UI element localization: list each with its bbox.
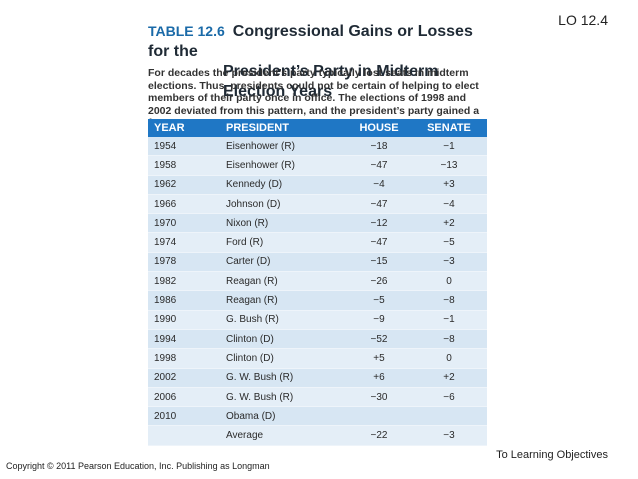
table-header: YEAR PRESIDENT HOUSE SENATE: [148, 119, 487, 137]
cell-house: −52: [370, 333, 388, 345]
cell-year: 1986: [154, 295, 177, 307]
cell-house: −12: [370, 217, 388, 229]
table-body: 1954 Eisenhower (R) −18 −1 1958 Eisenhower (R…: [148, 137, 487, 446]
header-senate: SENATE: [427, 122, 471, 134]
cell-senate: −8: [443, 333, 455, 345]
table-row: 1978 Carter (D) −15 −3: [148, 252, 487, 273]
cell-house: −26: [370, 275, 388, 287]
cell-year: 2002: [154, 372, 177, 384]
cell-president: Reagan (R): [226, 295, 278, 307]
table-row: 1982 Reagan (R) −26 0: [148, 272, 487, 292]
cell-year: 1958: [154, 159, 177, 171]
cell-senate: +3: [443, 179, 455, 191]
cell-house: −9: [373, 314, 385, 326]
cell-senate: −1: [443, 314, 455, 326]
table-row: 2010 Obama (D): [148, 407, 487, 427]
header-house: HOUSE: [359, 122, 399, 134]
table-row: 1970 Nixon (R) −12 +2: [148, 214, 487, 234]
cell-house: −47: [370, 159, 388, 171]
table-row: 2002 G. W. Bush (R) +6 +2: [148, 368, 487, 388]
cell-president: Clinton (D): [226, 352, 274, 364]
cell-president: Nixon (R): [226, 217, 269, 229]
cell-senate: −1: [443, 140, 455, 152]
cell-senate: −3: [443, 256, 455, 268]
cell-senate: −6: [443, 391, 455, 403]
cell-president: Kennedy (D): [226, 179, 283, 191]
title-line-1: Congressional Gains or Losses for the: [148, 23, 473, 60]
cell-year: 1978: [154, 256, 177, 268]
cell-house: −22: [370, 430, 388, 442]
cell-president: Carter (D): [226, 256, 271, 268]
cell-year: 1970: [154, 217, 177, 229]
cell-year: 1966: [154, 198, 177, 210]
cell-house: −30: [370, 391, 388, 403]
cell-house: −47: [370, 198, 388, 210]
cell-president: G. W. Bush (R): [226, 391, 294, 403]
cell-senate: −13: [440, 159, 458, 171]
cell-year: 2010: [154, 410, 177, 422]
lo-label: LO 12.4: [558, 12, 608, 28]
data-table: YEAR PRESIDENT HOUSE SENATE 1954 Eisenhow…: [148, 119, 487, 446]
cell-year: 1994: [154, 333, 177, 345]
table-number: TABLE 12.6: [148, 23, 225, 39]
cell-house: −5: [373, 295, 385, 307]
cell-president: Ford (R): [226, 237, 264, 249]
cell-year: 2006: [154, 391, 177, 403]
cell-year: 1962: [154, 179, 177, 191]
table-row: 1990 G. Bush (R) −9 −1: [148, 310, 487, 330]
cell-president: G. Bush (R): [226, 314, 279, 326]
table-title: TABLE 12.6 Congressional Gains or Losses …: [148, 22, 498, 102]
copyright-text: Copyright © 2011 Pearson Education, Inc.…: [6, 461, 270, 471]
cell-year: 1974: [154, 237, 177, 249]
table-description: For decades the president’s party typica…: [148, 67, 480, 129]
cell-senate: −8: [443, 295, 455, 307]
header-year: YEAR: [154, 122, 185, 134]
cell-senate: −3: [443, 430, 455, 442]
table-row: 1954 Eisenhower (R) −18 −1: [148, 137, 487, 157]
cell-president: Clinton (D): [226, 333, 274, 345]
learning-objectives-link[interactable]: To Learning Objectives: [496, 449, 608, 461]
table-row: 1966 Johnson (D) −47 −4: [148, 194, 487, 215]
table-row: 2006 G. W. Bush (R) −30 −6: [148, 387, 487, 408]
table-row: 1958 Eisenhower (R) −47 −13: [148, 156, 487, 176]
cell-senate: −4: [443, 198, 455, 210]
cell-president: Obama (D): [226, 410, 276, 422]
cell-year: 1982: [154, 275, 177, 287]
cell-house: −4: [373, 179, 385, 191]
cell-senate: +2: [443, 372, 455, 384]
cell-house: −15: [370, 256, 388, 268]
title-line-2: President’s Party in Midterm Election Ye…: [223, 63, 439, 100]
cell-house: −18: [370, 140, 388, 152]
cell-senate: 0: [446, 352, 452, 364]
cell-house: −47: [370, 237, 388, 249]
cell-year: 1998: [154, 352, 177, 364]
cell-senate: −5: [443, 237, 455, 249]
table-row: 1986 Reagan (R) −5 −8: [148, 291, 487, 311]
cell-president: Eisenhower (R): [226, 159, 295, 171]
cell-house: +6: [373, 372, 385, 384]
cell-president: Eisenhower (R): [226, 140, 295, 152]
cell-senate: 0: [446, 275, 452, 287]
cell-year: 1954: [154, 140, 177, 152]
header-president: PRESIDENT: [226, 122, 289, 134]
table-row: Average −22 −3: [148, 426, 487, 446]
cell-house: +5: [373, 352, 385, 364]
cell-president: G. W. Bush (R): [226, 372, 294, 384]
cell-president: Reagan (R): [226, 275, 278, 287]
cell-year: 1990: [154, 314, 177, 326]
table-row: 1994 Clinton (D) −52 −8: [148, 329, 487, 350]
table-row: 1974 Ford (R) −47 −5: [148, 233, 487, 253]
cell-president: Average: [226, 430, 264, 442]
table-row: 1998 Clinton (D) +5 0: [148, 349, 487, 369]
cell-senate: +2: [443, 217, 455, 229]
cell-president: Johnson (D): [226, 198, 281, 210]
table-row: 1962 Kennedy (D) −4 +3: [148, 175, 487, 195]
